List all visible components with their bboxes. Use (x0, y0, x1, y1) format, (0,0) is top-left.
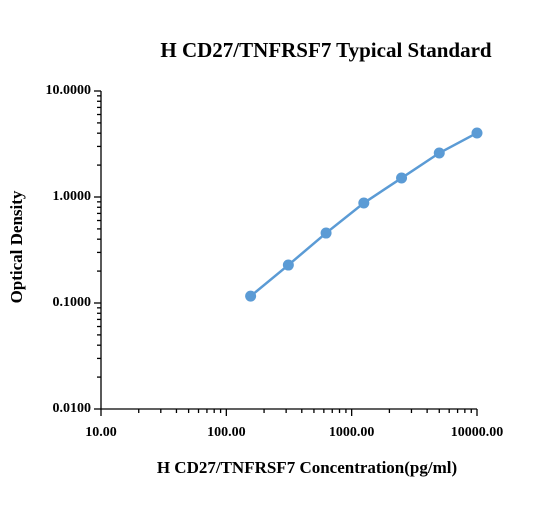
x-tick-label: 100.00 (207, 425, 246, 440)
x-tick-label: 10000.00 (451, 425, 504, 440)
data-point (358, 197, 370, 209)
y-tick-label: 10.0000 (46, 83, 92, 98)
chart-title: H CD27/TNFRSF7 Typical Standard (160, 38, 492, 62)
data-point (282, 259, 294, 271)
data-point (433, 147, 445, 159)
x-tick-label: 1000.00 (329, 425, 375, 440)
data-point (471, 127, 483, 139)
x-axis-title: H CD27/TNFRSF7 Concentration(pg/ml) (157, 458, 457, 477)
y-tick-label: 1.0000 (53, 189, 92, 204)
x-tick-label: 10.00 (85, 425, 117, 440)
y-axis-title: Optical Density (7, 190, 26, 303)
y-tick-label: 0.1000 (53, 295, 92, 310)
data-point (245, 290, 257, 302)
data-point (396, 172, 408, 184)
y-tick-label: 0.0100 (53, 401, 92, 416)
series-line (249, 131, 478, 298)
data-point (320, 227, 332, 239)
